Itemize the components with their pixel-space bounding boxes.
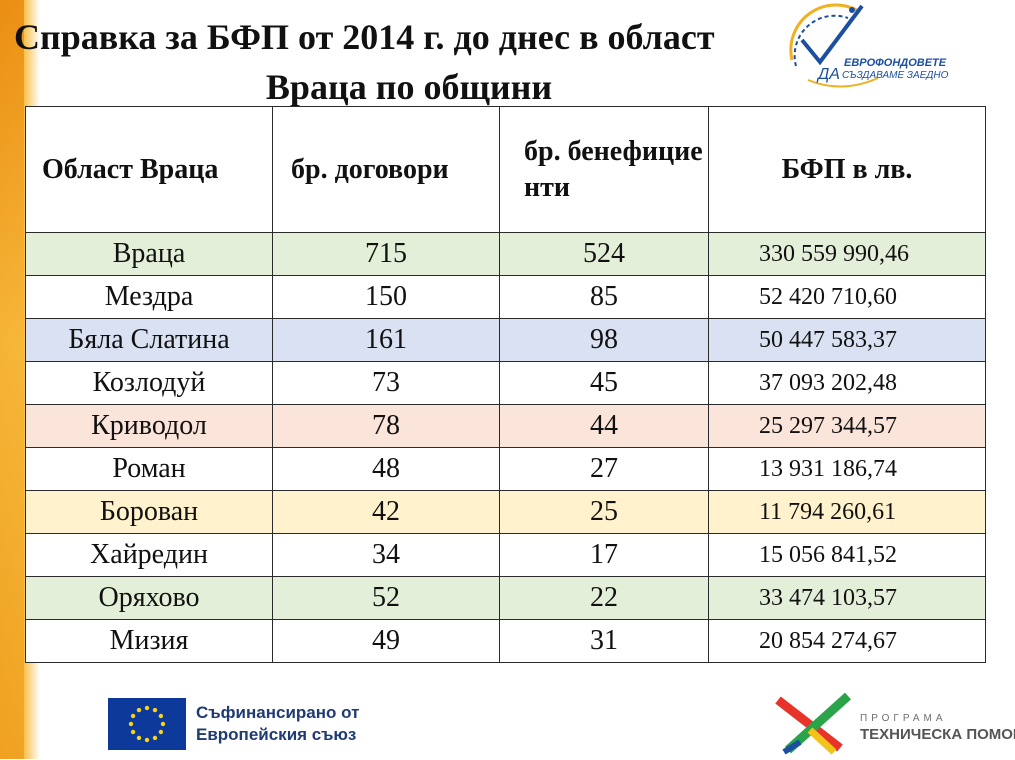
cell-municipality: Мездра — [25, 275, 273, 319]
eu-star — [144, 737, 150, 743]
eu-star — [130, 729, 136, 735]
cell-contracts: 52 — [272, 576, 500, 620]
eu-star — [136, 707, 142, 713]
eu-star — [144, 705, 150, 711]
cell-municipality: Хайредин — [25, 533, 273, 577]
cell-beneficiaries: 22 — [499, 576, 709, 620]
cell-municipality: Бяла Слатина — [25, 318, 273, 362]
cell-amount: 33 474 103,57 — [708, 576, 986, 620]
cell-amount: 37 093 202,48 — [708, 361, 986, 405]
program-logo-mark — [775, 692, 852, 755]
eu-star — [158, 729, 164, 735]
cell-municipality: Роман — [25, 447, 273, 491]
eurofunds-brand: ЕВРОФОНДОВЕТЕ — [844, 57, 947, 69]
cell-amount: 20 854 274,67 — [708, 619, 986, 663]
eu-flag — [108, 698, 186, 750]
table-row: Хайредин 34 17 15 056 841,52 — [25, 533, 986, 577]
cell-amount: 13 931 186,74 — [708, 447, 986, 491]
program-label: ПРОГРАМА — [860, 713, 947, 724]
cell-municipality: Мизия — [25, 619, 273, 663]
header-beneficiaries: бр. бенефицие нти — [499, 106, 709, 233]
eu-star — [152, 735, 158, 741]
cell-beneficiaries: 524 — [499, 232, 709, 276]
table-row: Роман 48 27 13 931 186,74 — [25, 447, 986, 491]
cell-contracts: 49 — [272, 619, 500, 663]
title-line-1: Справка за БФП от 2014 г. до днес в обла… — [14, 17, 715, 57]
program-name: ТЕХНИЧЕСКА ПОМОЩ — [860, 726, 1015, 743]
cell-contracts: 34 — [272, 533, 500, 577]
eu-star — [136, 735, 142, 741]
cell-amount: 11 794 260,61 — [708, 490, 986, 534]
cell-beneficiaries: 44 — [499, 404, 709, 448]
cell-beneficiaries: 31 — [499, 619, 709, 663]
eu-line-2: Европейския съюз — [196, 725, 357, 744]
eurofunds-logo: ЕВРОФОНДОВЕТЕ ДА СЪЗДАВАМЕ ЗАЕДНО — [782, 0, 962, 100]
cell-contracts: 715 — [272, 232, 500, 276]
eu-cofinanced-label: Съфинансирано от Европейския съюз — [196, 702, 359, 746]
header-amount: БФП в лв. — [708, 106, 986, 233]
table-row: Оряхово 52 22 33 474 103,57 — [25, 576, 986, 620]
cell-beneficiaries: 27 — [499, 447, 709, 491]
table-row: Бяла Слатина 161 98 50 447 583,37 — [25, 318, 986, 362]
program-logo — [770, 690, 860, 755]
cell-contracts: 150 — [272, 275, 500, 319]
table-row: Мизия 49 31 20 854 274,67 — [25, 619, 986, 663]
decorative-orange-band-inner — [0, 0, 24, 759]
cell-beneficiaries: 17 — [499, 533, 709, 577]
cell-amount: 25 297 344,57 — [708, 404, 986, 448]
cell-beneficiaries: 98 — [499, 318, 709, 362]
cell-municipality: Враца — [25, 232, 273, 276]
eu-line-1: Съфинансирано от — [196, 703, 360, 722]
eu-star — [130, 713, 136, 719]
table-row: Криводол 78 44 25 297 344,57 — [25, 404, 986, 448]
cell-contracts: 161 — [272, 318, 500, 362]
cell-municipality: Криводол — [25, 404, 273, 448]
cell-amount: 52 420 710,60 — [708, 275, 986, 319]
header-contracts: бр. договори — [272, 106, 500, 233]
cell-contracts: 48 — [272, 447, 500, 491]
cell-municipality: Козлодуй — [25, 361, 273, 405]
cell-amount: 15 056 841,52 — [708, 533, 986, 577]
eu-star — [152, 707, 158, 713]
cell-amount: 330 559 990,46 — [708, 232, 986, 276]
eu-stars-icon — [128, 705, 166, 743]
cell-beneficiaries: 25 — [499, 490, 709, 534]
eu-star — [128, 721, 134, 727]
cell-contracts: 73 — [272, 361, 500, 405]
eurofunds-da: ДА — [818, 66, 840, 83]
cell-contracts: 42 — [272, 490, 500, 534]
table-row: Борован 42 25 11 794 260,61 — [25, 490, 986, 534]
table-row: Мездра 150 85 52 420 710,60 — [25, 275, 986, 319]
cell-municipality: Оряхово — [25, 576, 273, 620]
funds-table: Област Враца бр. договори бр. бенефицие … — [25, 106, 986, 663]
page-title: Справка за БФП от 2014 г. до днес в обла… — [14, 12, 804, 112]
table-row: Козлодуй 73 45 37 093 202,48 — [25, 361, 986, 405]
cell-beneficiaries: 45 — [499, 361, 709, 405]
title-line-2: Враца по общини — [265, 67, 553, 107]
cell-beneficiaries: 85 — [499, 275, 709, 319]
header-region: Област Враца — [25, 106, 273, 233]
table-row: Враца 715 524 330 559 990,46 — [25, 232, 986, 276]
eurofunds-logo-mark — [789, 3, 879, 88]
eu-star — [160, 721, 166, 727]
eu-star — [158, 713, 164, 719]
cell-amount: 50 447 583,37 — [708, 318, 986, 362]
eurofunds-slogan: СЪЗДАВАМЕ ЗАЕДНО — [842, 70, 949, 81]
table-header-row: Област Враца бр. договори бр. бенефицие … — [25, 106, 986, 233]
cell-municipality: Борован — [25, 490, 273, 534]
cell-contracts: 78 — [272, 404, 500, 448]
